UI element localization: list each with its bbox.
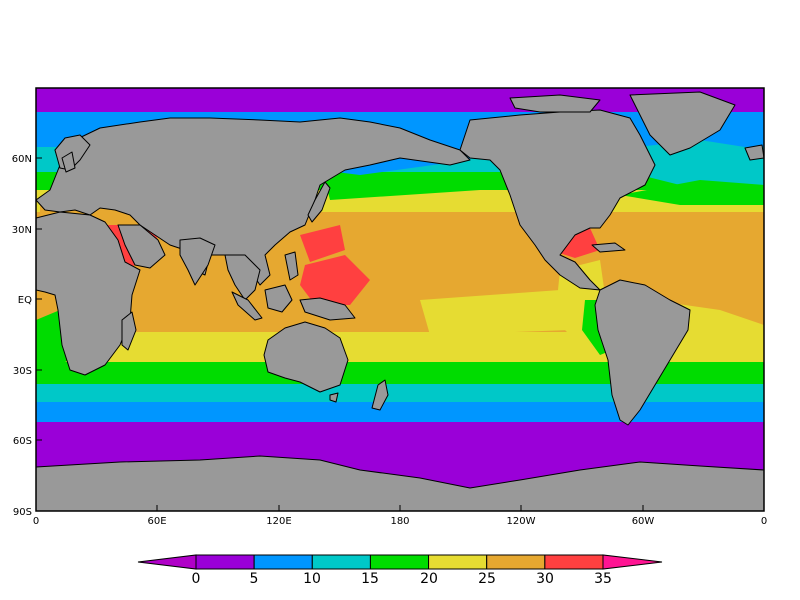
land-antarctica xyxy=(36,455,764,511)
land-new-zealand xyxy=(371,379,389,411)
colorbar-over-arrow xyxy=(602,554,663,570)
land-sulawesi-newguinea xyxy=(299,297,356,321)
lon-label: 60E xyxy=(147,516,166,527)
land-cuba xyxy=(591,242,626,253)
colorbar-tick-label: 25 xyxy=(478,571,496,587)
land-arctic-islands xyxy=(509,94,601,113)
lat-label: 90S xyxy=(13,507,32,518)
land-arabia xyxy=(117,224,166,269)
colorbar-box xyxy=(311,554,371,570)
land-sumatra xyxy=(231,291,263,321)
colorbar-box xyxy=(486,554,546,570)
colorbar-under-arrow xyxy=(137,554,197,570)
land-india xyxy=(179,237,216,286)
sst-band-mild-south xyxy=(36,362,764,384)
lon-label: 0 xyxy=(761,516,767,527)
colorbar-tick-label: 15 xyxy=(361,571,379,587)
land-eurasia xyxy=(36,117,471,286)
lat-labels: 60N 30N EQ 30S 60S 90S xyxy=(12,154,32,518)
colorbar-tick-label: 30 xyxy=(536,571,554,587)
land-philippines xyxy=(284,251,299,281)
colorbar-tick-label: 20 xyxy=(420,571,438,587)
lon-label: 60W xyxy=(632,516,655,527)
colorbar-box xyxy=(195,554,255,570)
map-panel xyxy=(36,88,764,511)
lat-label: 60S xyxy=(13,436,32,447)
axis-ticks xyxy=(35,157,765,511)
lon-label: 120E xyxy=(266,516,291,527)
colorbar-tick-label: 35 xyxy=(594,571,612,587)
colorbar-box xyxy=(428,554,488,570)
lat-label: 30S xyxy=(13,366,32,377)
sst-band-subpolar-south xyxy=(36,402,764,422)
land-africa xyxy=(36,211,141,376)
sst-kuroshio-green xyxy=(325,175,480,200)
lon-label: 0 xyxy=(33,516,39,527)
land-madagascar xyxy=(121,311,137,351)
colorbar-boxes xyxy=(195,554,604,570)
sst-band-cool-south xyxy=(36,384,764,402)
land-greenland xyxy=(629,91,736,156)
lat-label: 30N xyxy=(12,225,32,236)
sst-gulf-stream-green xyxy=(620,180,764,205)
colorbar-tick-label: 0 xyxy=(192,571,201,587)
lon-label: 120W xyxy=(507,516,536,527)
lat-label: 60N xyxy=(12,154,32,165)
colorbar: 0 5 10 15 20 25 30 35 xyxy=(137,554,663,587)
land-masses xyxy=(36,91,764,511)
land-borneo xyxy=(264,284,293,313)
lon-labels: 0 60E 120E 180 120W 60W 0 xyxy=(33,516,767,527)
colorbar-box xyxy=(369,554,430,570)
colorbar-box xyxy=(544,554,604,570)
land-australia xyxy=(263,321,349,393)
lat-label: EQ xyxy=(18,295,32,306)
colorbar-tick-label: 5 xyxy=(250,571,259,587)
lon-label: 180 xyxy=(390,516,409,527)
land-japan xyxy=(307,181,331,223)
land-iceland xyxy=(744,144,764,161)
colorbar-labels: 0 5 10 15 20 25 30 35 xyxy=(192,571,612,587)
land-british-isles xyxy=(61,151,76,173)
colorbar-tick-label: 10 xyxy=(303,571,321,587)
land-indochina xyxy=(224,254,261,301)
sst-east-pacific-yellow xyxy=(420,290,570,335)
land-tasmania xyxy=(329,392,339,403)
sst-warm-pool-red-2 xyxy=(300,255,370,305)
sst-warm-pool-red-1 xyxy=(300,225,345,262)
land-north-america xyxy=(459,109,656,291)
land-south-america xyxy=(594,279,691,426)
colorbar-box xyxy=(253,554,313,570)
